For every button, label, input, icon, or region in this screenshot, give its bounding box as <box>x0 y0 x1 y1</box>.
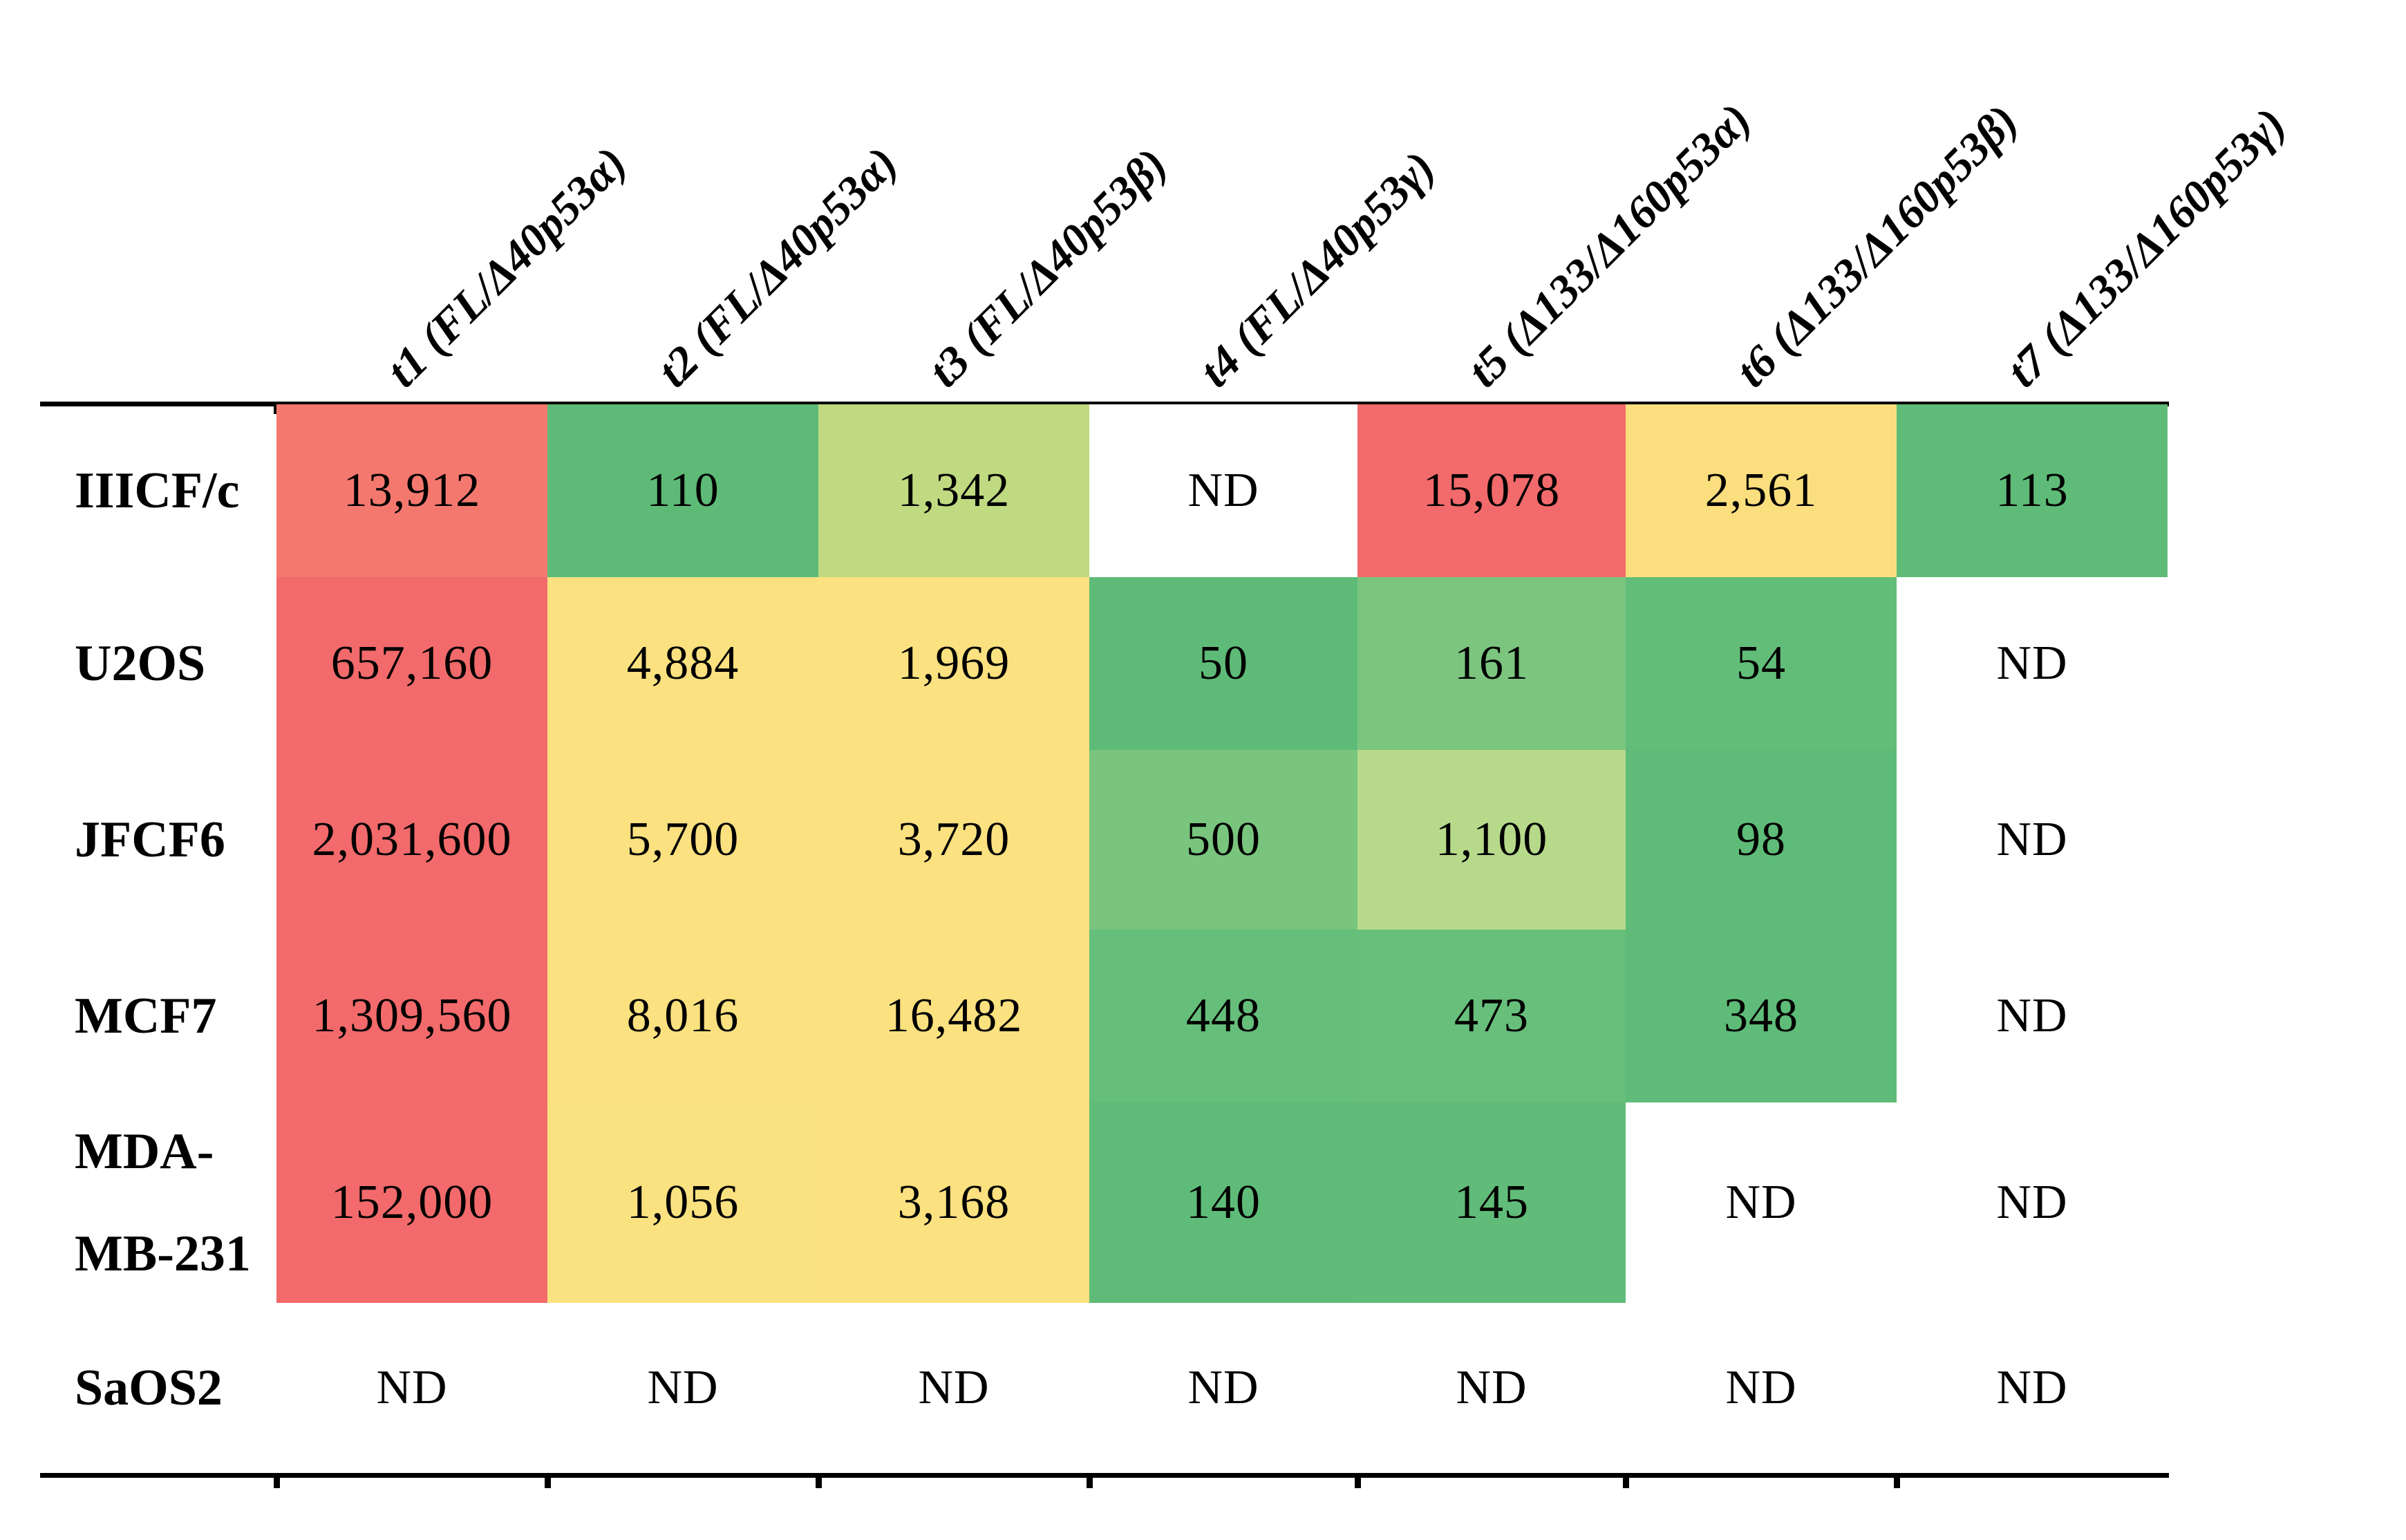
cell-u2os-t5: 161 <box>1357 577 1626 750</box>
cell-u2os-t4: 50 <box>1089 577 1357 750</box>
cell-saos2-t2: ND <box>547 1303 818 1473</box>
cell-saos2-t1: ND <box>276 1303 547 1473</box>
table-bottom-border <box>40 1473 2169 1478</box>
cell-iiicfc-t4: ND <box>1089 404 1357 577</box>
cell-mcf7-t2: 8,016 <box>547 930 818 1102</box>
column-header-t6: t6 (Δ133/Δ160p53β) <box>1726 95 2028 397</box>
row-label-line: JFCF6 <box>75 811 225 868</box>
cell-saos2-t7: ND <box>1897 1303 2168 1473</box>
tick-mark <box>1623 1478 1629 1488</box>
cell-iiicfc-t7: 113 <box>1897 404 2168 577</box>
column-header-t4: t4 (FL/Δ40p53γ) <box>1190 142 1445 397</box>
cell-mda-mb-231-t2: 1,056 <box>547 1102 818 1303</box>
cell-saos2-t4: ND <box>1089 1303 1357 1473</box>
cell-mda-mb-231-t1: 152,000 <box>276 1102 547 1303</box>
cell-iiicfc-t3: 1,342 <box>818 404 1089 577</box>
tick-mark <box>545 1478 551 1488</box>
cell-mda-mb-231-t3: 3,168 <box>818 1102 1089 1303</box>
cell-iiicfc-t2: 110 <box>547 404 818 577</box>
cell-u2os-t7: ND <box>1897 577 2168 750</box>
row-label-line: IIICF/c <box>75 462 240 519</box>
cell-saos2-t6: ND <box>1626 1303 1897 1473</box>
cell-u2os-t3: 1,969 <box>818 577 1089 750</box>
cell-mda-mb-231-t7: ND <box>1897 1102 2168 1303</box>
row-label-mda-mb-231: MDA- MB-231 <box>40 1102 276 1303</box>
cell-u2os-t2: 4,884 <box>547 577 818 750</box>
cell-jfcf6-t3: 3,720 <box>818 750 1089 930</box>
row-label-iiicfc: IIICF/c <box>40 404 276 577</box>
cell-saos2-t5: ND <box>1357 1303 1626 1473</box>
cell-mcf7-t1: 1,309,560 <box>276 930 547 1102</box>
row-label-line: MCF7 <box>75 988 217 1044</box>
row-label-line: U2OS <box>75 635 206 692</box>
row-label-line: SaOS2 <box>75 1360 223 1416</box>
row-label-jfcf6: JFCF6 <box>40 750 276 930</box>
tick-mark <box>1087 1478 1093 1488</box>
cell-mda-mb-231-t5: 145 <box>1357 1102 1626 1303</box>
cell-mcf7-t3: 16,482 <box>818 930 1089 1102</box>
tick-mark <box>1894 1478 1900 1488</box>
cell-saos2-t3: ND <box>818 1303 1089 1473</box>
cell-jfcf6-t6: 98 <box>1626 750 1897 930</box>
column-header-t5: t5 (Δ133/Δ160p53α) <box>1458 94 1761 397</box>
cell-jfcf6-t4: 500 <box>1089 750 1357 930</box>
row-label-u2os: U2OS <box>40 577 276 750</box>
cell-iiicfc-t1: 13,912 <box>276 404 547 577</box>
cell-jfcf6-t7: ND <box>1897 750 2168 930</box>
row-label-mcf7: MCF7 <box>40 930 276 1102</box>
cell-jfcf6-t2: 5,700 <box>547 750 818 930</box>
cell-jfcf6-t5: 1,100 <box>1357 750 1626 930</box>
cell-mcf7-t4: 448 <box>1089 930 1357 1102</box>
row-label-saos2: SaOS2 <box>40 1303 276 1473</box>
cell-mda-mb-231-t6: ND <box>1626 1102 1897 1303</box>
row-label-line: MB-231 <box>75 1226 251 1282</box>
cell-jfcf6-t1: 2,031,600 <box>276 750 547 930</box>
tick-mark <box>1355 1478 1361 1488</box>
column-header-t1: t1 (FL/Δ40p53α) <box>377 138 637 397</box>
cell-u2os-t6: 54 <box>1626 577 1897 750</box>
column-header-t7: t7 (Δ133/Δ160p53γ) <box>1997 98 2296 397</box>
cell-mcf7-t7: ND <box>1897 930 2168 1102</box>
cell-iiicfc-t5: 15,078 <box>1357 404 1626 577</box>
tick-mark <box>816 1478 822 1488</box>
tick-mark <box>274 1478 280 1488</box>
cell-mcf7-t5: 473 <box>1357 930 1626 1102</box>
cell-u2os-t1: 657,160 <box>276 577 547 750</box>
column-header-t3: t3 (FL/Δ40p53β) <box>919 139 1177 397</box>
cell-mda-mb-231-t4: 140 <box>1089 1102 1357 1303</box>
row-label-line: MDA- <box>75 1123 214 1180</box>
cell-iiicfc-t6: 2,561 <box>1626 404 1897 577</box>
cell-mcf7-t6: 348 <box>1626 930 1897 1102</box>
column-header-t2: t2 (FL/Δ40p53α) <box>648 138 908 397</box>
table-top-border <box>40 402 2169 406</box>
